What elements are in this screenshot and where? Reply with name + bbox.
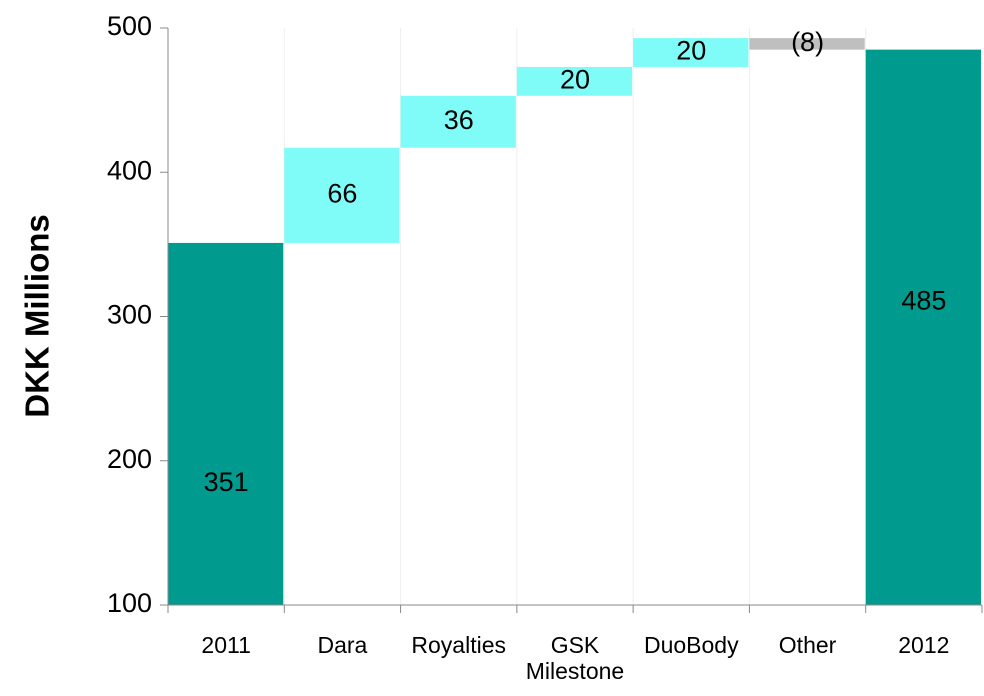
x-tick-label: GSK Milestone	[525, 632, 625, 684]
x-tick-label: Other	[778, 632, 837, 658]
y-tick-label: 400	[107, 155, 152, 185]
x-tick-label: Dara	[317, 632, 368, 658]
y-tick-label: 300	[107, 300, 152, 330]
y-tick-label: 100	[107, 588, 152, 618]
bar	[516, 66, 633, 96]
bar	[749, 38, 865, 50]
bar	[633, 38, 749, 67]
value-label: 36	[444, 105, 474, 135]
bar	[400, 95, 516, 148]
y-axis-title: DKK Millions	[19, 214, 56, 418]
bar	[168, 242, 284, 605]
y-tick-label: 500	[107, 11, 152, 41]
bar	[284, 147, 400, 243]
y-tick-label: 200	[107, 444, 152, 474]
value-label: 20	[676, 36, 706, 66]
x-tick-label: Royalties	[411, 632, 506, 658]
bar	[865, 49, 981, 605]
value-label: 351	[204, 467, 249, 497]
value-label: 20	[560, 64, 590, 94]
value-label: (8)	[791, 27, 824, 57]
x-tick-label: 2012	[898, 632, 950, 658]
value-label: 485	[901, 285, 946, 315]
value-label: 66	[327, 178, 357, 208]
x-tick-label: DuoBody	[643, 632, 739, 658]
x-tick-label: 2011	[201, 632, 251, 658]
